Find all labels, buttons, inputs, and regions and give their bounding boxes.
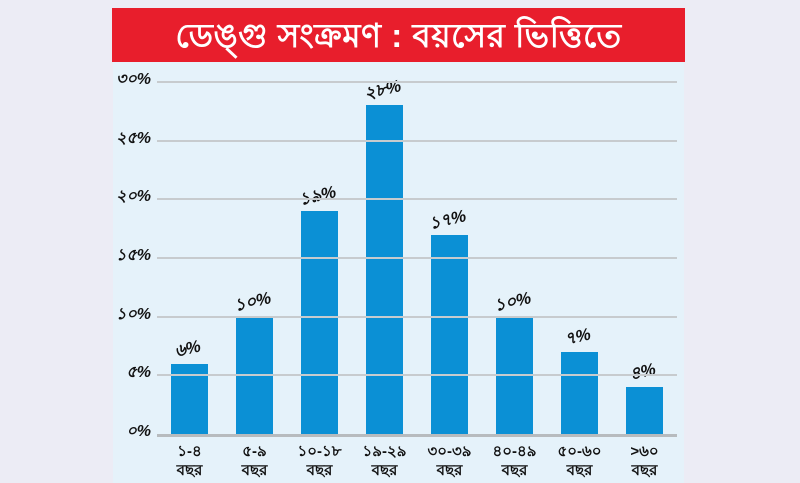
chart-panel: ০% ৫% ১০% ১৫% ২০% ২৫% ৩০% ৬% ১০% ১৯% ২৮% ১৭% ১০% ৭% ৪…: [113, 62, 684, 483]
bar-value-label: ৭%: [562, 324, 593, 349]
bar: [431, 234, 468, 434]
bar-value-label: ২৮%: [362, 76, 403, 104]
x-axis-label: ৩০-৩৯ বছর: [417, 442, 482, 480]
gridline: [157, 139, 677, 142]
bar-column: ১৭%: [417, 82, 482, 434]
bar-column: ৭%: [547, 82, 612, 434]
x-axis-label-range: >৬০: [630, 443, 659, 460]
x-axis-label-unit: বছর: [501, 462, 528, 479]
x-axis-label-range: ১-৪: [177, 443, 202, 460]
y-tick-label: ০%: [126, 423, 151, 440]
x-axis-label: ১-৪ বছর: [157, 442, 222, 480]
bar-value-label: ৪%: [627, 359, 658, 384]
bar: [301, 211, 338, 434]
bar-value-label: ১০%: [232, 287, 273, 315]
bar: [366, 105, 403, 434]
x-axis-label: ১০-১৮ বছর: [287, 442, 352, 480]
x-axis-label: ৪০-৪৯ বছর: [482, 442, 547, 480]
x-axis-label-range: ৫-৯: [242, 443, 267, 460]
x-axis-label-unit: বছর: [306, 462, 333, 479]
bar-column: ২৮%: [352, 77, 417, 434]
y-axis-labels: ০% ৫% ১০% ১৫% ২০% ২৫% ৩০%: [113, 71, 151, 440]
y-tick-label: ৩০%: [115, 71, 151, 88]
title-banner: ডেঙ্গু সংক্রমণ : বয়সের ভিত্তিতে: [112, 8, 685, 62]
x-axis-label-unit: বছর: [631, 462, 658, 479]
chart-title: ডেঙ্গু সংক্রমণ : বয়সের ভিত্তিতে: [175, 16, 622, 54]
bar-column: ৪%: [612, 82, 677, 434]
x-axis-label-unit: বছর: [371, 462, 398, 479]
x-axis-label-unit: বছর: [566, 462, 593, 479]
x-axis-label: >৬০ বছর: [612, 442, 677, 480]
x-axis-label-range: ১০-১৮: [297, 443, 342, 460]
y-tick-label: ১৫%: [116, 247, 151, 264]
bar-value-label: ১৭%: [427, 205, 468, 233]
y-tick-label: ২৫%: [115, 129, 151, 147]
x-axis-label: ৫০-৬০ বছর: [547, 442, 612, 480]
bar: [561, 351, 598, 434]
bar-value-label: ১০%: [492, 287, 533, 315]
x-axis-label-range: ৩০-৩৯: [427, 443, 472, 460]
x-axis-labels: ১-৪ বছর ৫-৯ বছর ১০-১৮ বছর ১৯-২৯ বছর ৩০-৩৯ বছর ৪০-৪…: [157, 442, 677, 480]
x-axis-label-range: ৫০-৬০: [557, 443, 602, 460]
x-axis-label: ৫-৯ বছর: [222, 442, 287, 480]
bar-value-label: ৬%: [172, 336, 203, 361]
x-axis-label-unit: বছর: [436, 462, 463, 479]
x-axis-label-unit: বছর: [176, 462, 203, 479]
x-axis-label-range: ৪০-৪৯: [492, 443, 537, 460]
gridline: [157, 198, 677, 201]
x-axis-label-range: ১৯-২৯: [362, 443, 407, 460]
bar-column: ১৯%: [287, 82, 352, 434]
gridline: [157, 81, 677, 83]
x-axis-label-unit: বছর: [241, 462, 268, 479]
gridline: [157, 315, 677, 318]
x-axis-label: ১৯-২৯ বছর: [352, 442, 417, 480]
y-tick-label: ১০%: [115, 305, 151, 323]
plot-area: ৬% ১০% ১৯% ২৮% ১৭% ১০% ৭% ৪%: [157, 77, 677, 437]
y-tick-label: ২০%: [115, 188, 151, 206]
gridline: [157, 374, 677, 377]
y-tick-label: ৫%: [126, 364, 151, 382]
bar: [626, 387, 663, 434]
bar-value-label: ১৯%: [297, 182, 338, 210]
gridline: [157, 257, 677, 259]
